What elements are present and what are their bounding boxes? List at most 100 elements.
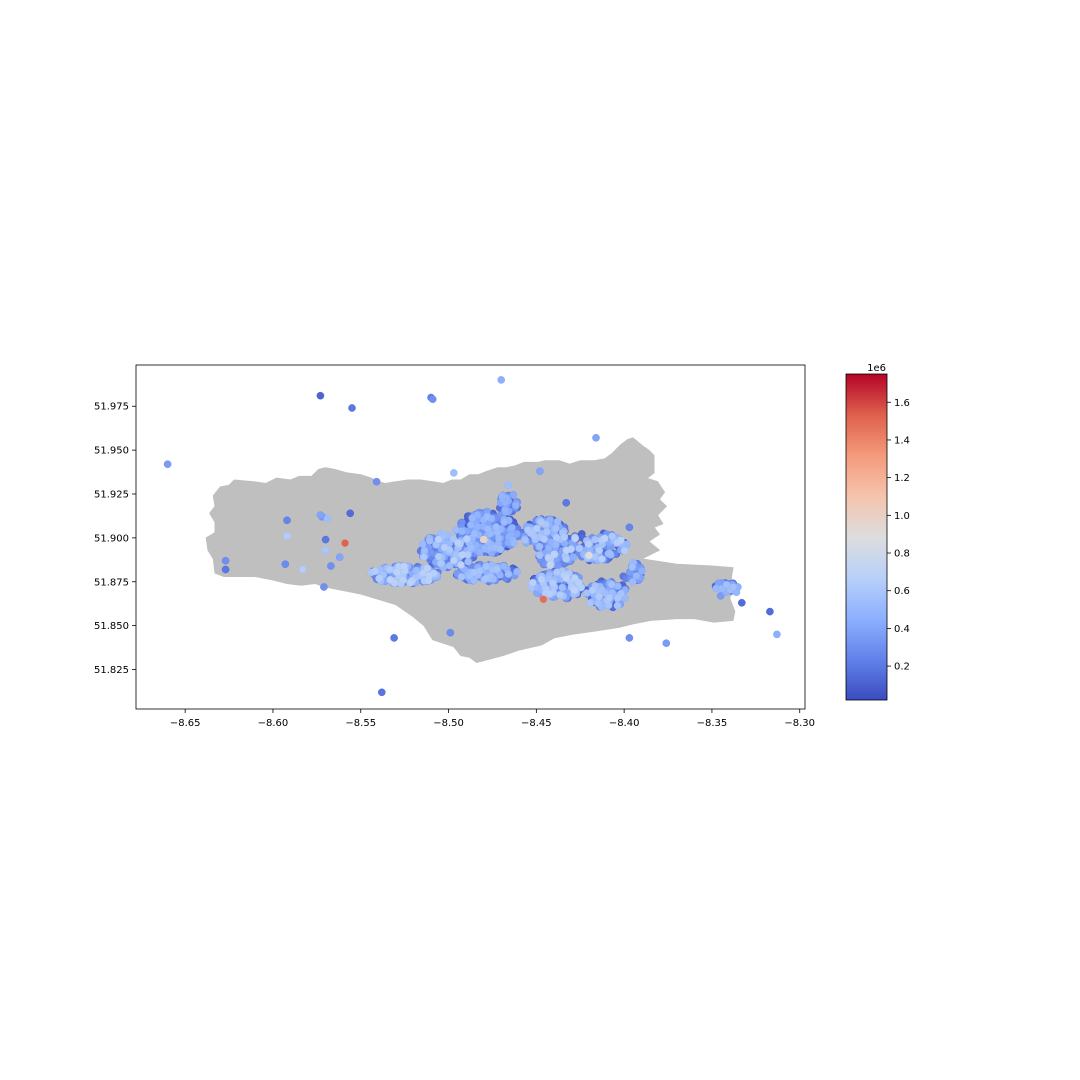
data-point (385, 565, 394, 574)
x-tick-label: −8.50 (433, 718, 464, 729)
data-point (482, 562, 491, 571)
data-point (562, 574, 571, 583)
data-point (536, 467, 544, 476)
data-point (546, 561, 555, 569)
data-point (588, 586, 597, 595)
data-point (412, 566, 421, 575)
colorbar-tick-label: 0.2 (894, 662, 910, 673)
data-point (537, 518, 546, 527)
data-point (470, 576, 478, 585)
data-point (467, 544, 475, 552)
data-point (537, 575, 546, 584)
x-tick-label: −8.40 (609, 718, 640, 729)
data-point (585, 551, 593, 560)
data-point (632, 572, 641, 580)
data-point (452, 526, 460, 534)
data-point (393, 568, 401, 577)
data-point (575, 544, 584, 553)
data-point (584, 540, 593, 548)
map-axes: −8.65 −8.60 −8.55 −8.50 −8.45 −8.40 −8.35 −8.30… (94, 364, 815, 729)
data-point (483, 513, 491, 521)
data-point (553, 568, 561, 577)
data-point (484, 525, 492, 534)
data-point (617, 536, 625, 544)
data-point (400, 562, 408, 571)
data-point (454, 539, 462, 547)
colorbar-tick-label: 0.8 (894, 549, 910, 560)
data-point (436, 559, 445, 568)
data-point (468, 514, 477, 522)
data-point (283, 532, 291, 540)
data-point (372, 477, 381, 486)
data-point (423, 564, 432, 573)
y-axis: 51.825 51.850 51.875 51.900 51.925 51.950 51.9… (94, 402, 136, 676)
colorbar-offset-label: 1e6 (867, 363, 886, 374)
data-point (552, 533, 561, 542)
colorbar-tick-label: 1.4 (894, 435, 910, 446)
data-point (281, 560, 290, 569)
data-point (470, 529, 479, 538)
data-point (321, 535, 330, 544)
data-point (553, 517, 562, 526)
data-point (327, 562, 335, 570)
data-point (371, 567, 379, 576)
data-point (512, 501, 520, 510)
data-point (457, 561, 465, 569)
data-point (620, 547, 629, 555)
data-point (386, 576, 395, 584)
data-point (323, 514, 332, 523)
data-point (513, 567, 521, 576)
data-point (601, 534, 609, 543)
y-tick-label: 51.950 (94, 446, 129, 457)
data-point (614, 594, 622, 602)
x-tick-label: −8.30 (784, 718, 815, 729)
map-plot-area[interactable] (163, 376, 781, 697)
y-tick-label: 51.900 (94, 533, 129, 544)
colorbar-tick-label: 1.0 (894, 511, 910, 522)
data-point (662, 639, 671, 648)
y-tick-label: 51.925 (94, 490, 129, 501)
data-point (377, 688, 386, 697)
data-point (492, 565, 501, 573)
data-point (425, 537, 434, 545)
y-tick-label: 51.850 (94, 621, 129, 632)
data-point (283, 516, 291, 525)
data-point (607, 580, 616, 589)
data-point (540, 535, 548, 543)
data-point (569, 553, 578, 561)
data-point (544, 553, 553, 562)
data-point (722, 580, 731, 589)
data-point (221, 565, 230, 574)
data-point (479, 535, 488, 544)
data-point (163, 460, 172, 469)
data-point (469, 568, 478, 577)
data-point (475, 548, 484, 557)
x-tick-label: −8.55 (345, 718, 376, 729)
data-point (450, 556, 458, 565)
colorbar-tick-label: 1.6 (894, 398, 910, 409)
data-point (535, 542, 544, 551)
y-tick-label: 51.975 (94, 402, 129, 413)
data-point (594, 599, 603, 608)
data-point (458, 551, 467, 559)
data-point (510, 539, 518, 547)
x-tick-label: −8.45 (521, 718, 552, 729)
data-point (428, 395, 437, 404)
data-point (496, 545, 505, 554)
colorbar-tick-label: 0.4 (894, 624, 910, 635)
data-point (638, 567, 646, 575)
data-point (466, 521, 475, 529)
data-point (335, 553, 344, 562)
data-point (500, 518, 509, 526)
data-point (545, 590, 554, 598)
data-point (605, 594, 614, 602)
data-point (221, 556, 230, 565)
data-point (629, 578, 637, 586)
data-point (497, 376, 506, 384)
data-point (738, 599, 746, 607)
data-point (464, 558, 472, 566)
data-point (434, 552, 443, 561)
data-point (482, 574, 491, 583)
data-point (570, 586, 579, 594)
axes-frame (135, 364, 806, 710)
